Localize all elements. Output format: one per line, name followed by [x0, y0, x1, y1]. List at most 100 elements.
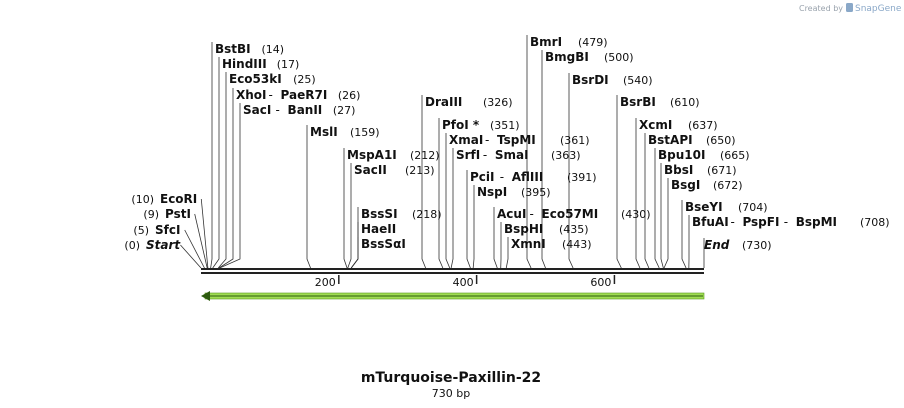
enzyme-name: BspMI [796, 215, 837, 229]
enzyme-name: XcmI [639, 118, 672, 132]
enzyme-label-mspa1i[interactable]: MspA1I (212) [347, 148, 440, 162]
enzyme-label-haeii[interactable]: HaeII [361, 222, 396, 236]
enzyme-name: BseYI [685, 200, 723, 214]
enzyme-name: BmrI [530, 35, 562, 49]
cut-position: (363) [551, 149, 581, 162]
cut-position: (443) [562, 238, 592, 251]
watermark-created-by: Created by [799, 4, 843, 13]
enzyme-label-xhoi[interactable]: XhoI - PaeR7I (26) [236, 88, 360, 102]
enzyme-name: MslI [310, 125, 338, 139]
cut-position: (326) [483, 96, 513, 109]
cut-position: (671) [707, 164, 737, 177]
enzyme-name: HindIII [222, 57, 267, 71]
enzyme-label-bmgbi[interactable]: BmgBI (500) [545, 50, 634, 64]
enzyme-label-sfci[interactable]: SfcI (5) [133, 223, 180, 237]
enzyme-label-acui[interactable]: AcuI - Eco57MI (430) [497, 207, 651, 221]
cut-site-leader [526, 35, 532, 269]
cut-site-leader [343, 148, 348, 269]
enzyme-name: XmnI [511, 237, 546, 251]
enzyme-label-hindiii[interactable]: HindIII (17) [222, 57, 299, 71]
enzyme-label-ecori[interactable]: EcoRI (10) [131, 192, 197, 206]
cut-site-leader [350, 222, 359, 269]
enzyme-label-bsrbi[interactable]: BsrBI (610) [620, 95, 700, 109]
name-separator: - [530, 207, 534, 221]
cut-site-leader [212, 57, 220, 269]
enzyme-name: PfoI * [442, 118, 480, 132]
enzyme-label-bsgi[interactable]: BsgI (672) [671, 178, 743, 192]
cut-position: (479) [578, 36, 608, 49]
dna-backbone [201, 268, 704, 274]
enzyme-label-bpu10i[interactable]: Bpu10I (665) [658, 148, 750, 162]
enzyme-name: SmaI [495, 148, 529, 162]
enzyme-name: XhoI [236, 88, 267, 102]
enzyme-name: BsrBI [620, 95, 656, 109]
cut-site-leader [493, 207, 498, 269]
cut-site-leader [445, 133, 451, 269]
enzyme-name: BsgI [671, 178, 700, 192]
enzyme-label-bsphi[interactable]: BspHI (435) [504, 222, 589, 236]
cut-position: (540) [623, 74, 653, 87]
cut-position: (391) [567, 171, 597, 184]
enzyme-label-bsrdi[interactable]: BsrDI (540) [572, 73, 653, 87]
enzyme-label-psti[interactable]: PstI (9) [143, 207, 191, 221]
enzyme-label-xmai[interactable]: XmaI - TspMI (361) [449, 133, 590, 147]
enzyme-label-pfoi[interactable]: PfoI * (351) [442, 118, 520, 132]
enzyme-label-eco53ki[interactable]: Eco53kI (25) [229, 72, 316, 86]
enzyme-label-saci[interactable]: SacI - BanII (27) [243, 103, 355, 117]
cut-site-leader [218, 88, 234, 269]
enzyme-labels: Start (0) SfcI (5) PstI (9)EcoRI (10) BstBI (14)… [124, 35, 889, 252]
terminus-name: Start [146, 238, 181, 252]
cut-site-leader [217, 72, 227, 269]
feature-track [201, 291, 705, 301]
enzyme-label-start[interactable]: Start (0) [124, 238, 181, 252]
cut-site-leader [644, 133, 650, 269]
enzyme-label-bstbi[interactable]: BstBI (14) [215, 42, 284, 56]
enzyme-label-bsbi[interactable]: BbsI (671) [664, 163, 737, 177]
enzyme-name: SacI [243, 103, 271, 117]
enzyme-label-xcmi[interactable]: XcmI (637) [639, 118, 718, 132]
enzyme-label-draiii[interactable]: DraIII (326) [425, 95, 513, 109]
enzyme-label-msli[interactable]: MslI (159) [310, 125, 380, 139]
cut-site-leader [421, 95, 426, 269]
name-separator: - [485, 133, 489, 147]
cut-site-leader [635, 118, 641, 269]
enzyme-label-xmni[interactable]: XmnI (443) [511, 237, 592, 251]
cut-position: (500) [604, 51, 634, 64]
enzyme-name: PspFI [742, 215, 779, 229]
watermark-brand: SnapGene [855, 4, 902, 14]
enzyme-name: SrfI [456, 148, 480, 162]
enzyme-label-end[interactable]: End (730) [704, 238, 772, 252]
cut-position: (435) [559, 223, 589, 236]
enzyme-label-nspi[interactable]: NspI (395) [477, 185, 551, 199]
cut-site-leader [210, 42, 213, 269]
enzyme-name: BanII [288, 103, 323, 117]
cut-position: (708) [860, 216, 890, 229]
cut-site-leader [541, 50, 546, 269]
enzyme-label-bstapi[interactable]: BstAPI (650) [648, 133, 736, 147]
enzyme-label-srfi[interactable]: SrfI - SmaI (363) [456, 148, 581, 162]
enzyme-label-bseyi[interactable]: BseYI (704) [685, 200, 768, 214]
enzyme-name: PciI [470, 170, 495, 184]
enzyme-label-sacii[interactable]: SacII (213) [354, 163, 435, 177]
cut-position: (730) [742, 239, 772, 252]
cut-position: (672) [713, 179, 743, 192]
enzyme-label-bfuai[interactable]: BfuAI - PspFI - BspMI (708) [692, 215, 890, 229]
cut-position: (213) [405, 164, 435, 177]
enzyme-name: AflIII [512, 170, 544, 184]
enzyme-name: MspA1I [347, 148, 397, 162]
enzyme-label-bsssi[interactable]: BssSI (218) [361, 207, 442, 221]
name-separator: - [276, 103, 280, 117]
cut-position: (159) [350, 126, 380, 139]
enzyme-label-bmri[interactable]: BmrI (479) [530, 35, 608, 49]
enzyme-name: BstAPI [648, 133, 693, 147]
enzyme-name: BfuAI [692, 215, 729, 229]
ruler-tick-label: 200 [315, 276, 336, 289]
cut-position: (361) [560, 134, 590, 147]
enzyme-label-pcii[interactable]: PciI - AflIII (391) [470, 170, 597, 184]
cut-position: (218) [412, 208, 442, 221]
enzyme-name: BbsI [664, 163, 693, 177]
enzyme-name: AcuI [497, 207, 526, 221]
enzyme-name: Eco57MI [542, 207, 599, 221]
enzyme-label-bsssai[interactable]: BssSαI [361, 237, 406, 251]
